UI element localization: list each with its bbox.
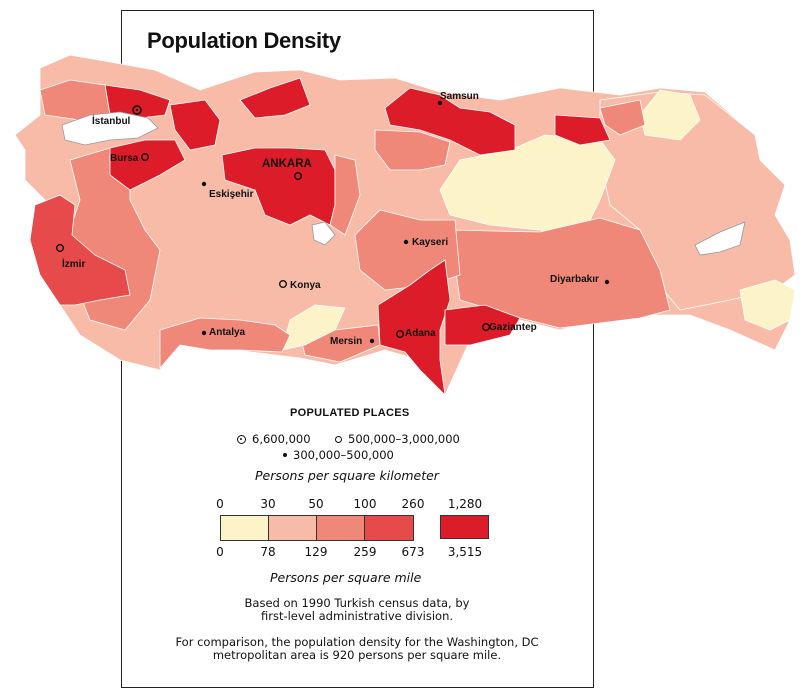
region-gaziantep [444,304,521,346]
city-symbol-bursa [140,152,149,161]
km-caption: Persons per square kilometer [255,468,439,483]
city-label-konya: Konya [290,280,321,291]
km-tick-4: 260 [401,497,425,511]
density-color-scale [220,515,414,541]
region-northeast-red [554,114,611,146]
city-label-kayseri: Kayseri [412,237,448,248]
city-label-mersin: Mersin [330,336,362,347]
city-symbol-istanbul-dot [135,108,139,112]
city-symbol-istanbul [132,105,142,115]
legend-small-city: 300,000–500,000 [283,448,394,462]
city-label-izmir: İzmir [62,257,85,270]
region-bursa [109,139,186,191]
mile-tick-4: 673 [401,545,425,559]
legend-capital: 6,600,000 [237,432,311,446]
city-symbol-adana [396,330,405,339]
legend-small-city-label: 300,000–500,000 [293,448,394,462]
note-comparison-line1: For comparison, the population density f… [175,635,539,649]
legend-large-city: 500,000–3,000,000 [335,432,460,446]
km-tick-5: 1,280 [447,497,483,511]
note-source-line2: first-level administrative division. [260,609,454,623]
mile-tick-2: 129 [304,545,328,559]
note-comparison-line2: metropolitan area is 920 persons per squ… [212,648,502,662]
city-symbol-izmir [56,243,65,252]
mile-tick-5: 3,515 [447,545,483,559]
city-label-eskisehir: Eskişehir [209,189,254,200]
km-tick-1: 30 [260,497,276,511]
km-tick-0: 0 [216,497,224,511]
density-swatch-4 [365,516,413,540]
legend-capital-label: 6,600,000 [252,432,311,446]
city-label-adana: Adana [405,328,436,339]
region-southeast-light [739,279,796,331]
city-label-bursa: Bursa [110,153,139,164]
mile-caption: Persons per square mile [270,570,422,585]
city-symbol-eskisehir [201,181,207,187]
note-source-line1: Based on 1990 Turkish census data, by [244,596,470,610]
region-adana [377,259,451,397]
city-symbol-mersin [369,338,375,344]
km-tick-3: 100 [353,497,377,511]
mile-tick-1: 78 [260,545,276,559]
region-central-medium [329,154,361,236]
city-symbol-konya [279,280,288,289]
lake-van [694,221,746,256]
city-symbol-diyarbakir [604,279,610,285]
legend-large-city-label: 500,000–3,000,000 [348,432,460,446]
mile-tick-3: 259 [353,545,377,559]
capital-symbol-icon [237,434,246,444]
density-swatch-3 [317,516,365,540]
density-swatch-2 [269,516,317,540]
city-symbol-gaziantep [482,323,491,332]
city-symbol-antalya [201,330,207,336]
legend-heading: POPULATED PLACES [290,407,410,419]
region-zonguldak [239,77,311,119]
city-label-diyarbakir: Diyarbakır [550,274,599,285]
city-label-samsun: Samsun [440,91,479,102]
city-symbol-samsun [437,100,443,106]
region-izmir [29,194,131,306]
city-label-antalya: Antalya [209,327,246,338]
large-city-symbol-icon [335,435,342,443]
salt-lake [311,221,336,246]
km-tick-2: 50 [308,497,324,511]
region-samsun [384,87,516,156]
sea-of-marmara [61,111,159,146]
region-northeast-medium [599,99,646,136]
city-label-ankara: ANKARA [262,158,312,170]
region-northeast-light [639,89,701,141]
region-kocaeli [169,99,221,151]
city-symbol-ankara [294,171,303,180]
density-swatch-5 [440,515,489,539]
city-label-istanbul: İstanbul [92,114,131,127]
small-city-symbol-icon [283,453,287,457]
region-north-medium [374,129,451,171]
city-symbol-kayseri [403,239,409,245]
mile-tick-0: 0 [216,545,224,559]
region-antalya [159,317,291,370]
map-title: Population Density [147,28,341,53]
city-label-gaziantep: Gaziantep [489,322,537,333]
density-swatch-1 [221,516,269,540]
